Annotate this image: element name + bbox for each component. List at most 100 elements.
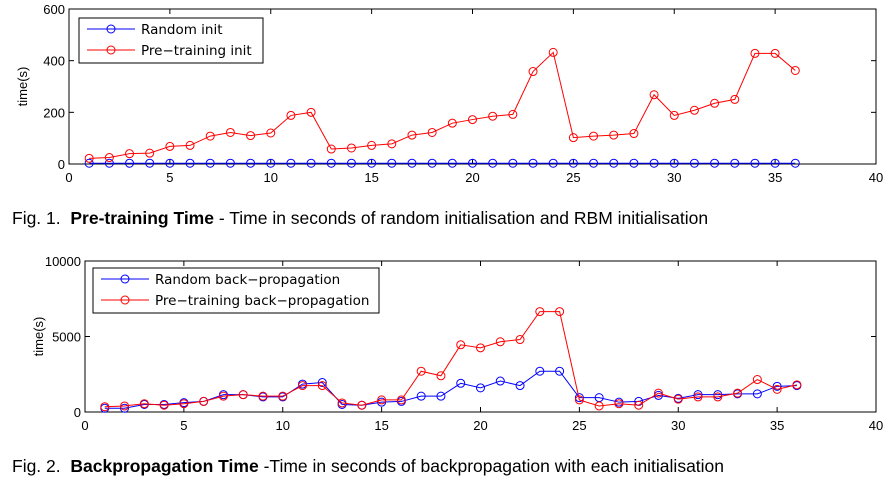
y-axis-label: time(s) (31, 317, 46, 357)
data-point (710, 158, 720, 168)
data-point (427, 158, 437, 168)
data-point (750, 158, 760, 168)
data-point (713, 392, 723, 402)
x-tick-label: 10 (264, 170, 278, 185)
data-point (185, 158, 195, 168)
data-point (139, 399, 149, 409)
data-point (772, 381, 782, 391)
y-tick-label: 10000 (45, 254, 81, 269)
data-point (447, 158, 457, 168)
data-point (416, 366, 426, 376)
series-line (104, 311, 798, 408)
data-point (416, 391, 426, 401)
data-point (306, 158, 316, 168)
data-point (609, 130, 619, 140)
data-point (673, 394, 683, 404)
legend-marker (120, 295, 130, 305)
data-point (548, 158, 558, 168)
data-point (286, 110, 296, 120)
data-point (84, 158, 94, 168)
data-point (298, 381, 308, 391)
data-point (125, 149, 135, 159)
data-point (629, 129, 639, 139)
data-point (258, 391, 268, 401)
data-point (407, 130, 417, 140)
legend-label: Pre−training back−propagation (155, 293, 369, 309)
x-tick-label: 40 (869, 170, 883, 185)
data-point (689, 105, 699, 115)
x-tick-label: 0 (81, 418, 88, 433)
data-point (488, 111, 498, 121)
caption-prefix: Fig. 1. (12, 208, 61, 228)
x-tick-label: 25 (566, 170, 580, 185)
data-point (396, 395, 406, 405)
x-tick-label: 30 (667, 170, 681, 185)
data-point (377, 395, 387, 405)
series-1 (100, 307, 802, 412)
data-point (752, 389, 762, 399)
data-point (367, 158, 377, 168)
data-point (594, 401, 604, 411)
legend-marker (120, 274, 130, 284)
data-point (548, 47, 558, 57)
caption-text: -Time in seconds of backpropagation with… (258, 456, 725, 476)
y-tick-label: 400 (43, 54, 65, 69)
data-point (266, 158, 276, 168)
data-point (246, 158, 256, 168)
data-point (125, 158, 135, 168)
data-point (427, 127, 437, 137)
x-tick-label: 25 (572, 418, 586, 433)
legend-label: Random back−propagation (155, 272, 340, 288)
data-point (84, 153, 94, 163)
data-point (436, 371, 446, 381)
series-line (104, 370, 797, 409)
data-point (468, 115, 477, 125)
caption-title: Backpropagation Time (70, 456, 259, 476)
data-point (159, 400, 169, 410)
data-point (326, 144, 336, 154)
data-point (447, 118, 457, 128)
data-point (407, 158, 417, 168)
backpropagation-time-chart: 0 5 10 15 20 25 30 35 40 0 5000 10000 time(s) Random … (31, 254, 883, 433)
data-point (317, 381, 327, 391)
data-point (535, 366, 545, 376)
data-point (326, 158, 336, 168)
data-point (555, 366, 565, 376)
data-point (508, 158, 518, 168)
data-point (790, 65, 800, 75)
data-point (145, 158, 155, 168)
data-point (488, 158, 498, 168)
data-point (495, 376, 505, 386)
data-point (649, 158, 659, 168)
data-point (752, 375, 762, 385)
data-point (750, 48, 760, 58)
data-point (218, 391, 228, 401)
data-point (476, 383, 485, 393)
data-point (574, 393, 584, 403)
data-point (730, 94, 740, 104)
data-point (568, 158, 578, 168)
data-point (357, 400, 367, 410)
y-tick-label: 0 (58, 157, 65, 172)
data-point (337, 398, 347, 408)
x-tick-label: 35 (770, 418, 784, 433)
y-tick-label: 0 (74, 405, 81, 420)
data-point (713, 390, 723, 400)
data-point (669, 158, 679, 168)
data-point (468, 158, 477, 168)
caption-prefix: Fig. 2. (12, 456, 61, 476)
data-point (104, 158, 114, 168)
data-point (790, 158, 800, 168)
data-point (286, 158, 296, 168)
data-point (436, 391, 446, 401)
data-point (693, 390, 703, 400)
data-point (456, 340, 466, 350)
data-point (528, 67, 538, 77)
data-point (589, 131, 599, 141)
legend: Random back−propagation Pre−training back… (92, 267, 380, 314)
series-0 (84, 158, 800, 168)
legend-label: Pre−training init (141, 43, 252, 59)
data-point (246, 131, 256, 141)
data-point (770, 158, 780, 168)
data-point (609, 158, 619, 168)
